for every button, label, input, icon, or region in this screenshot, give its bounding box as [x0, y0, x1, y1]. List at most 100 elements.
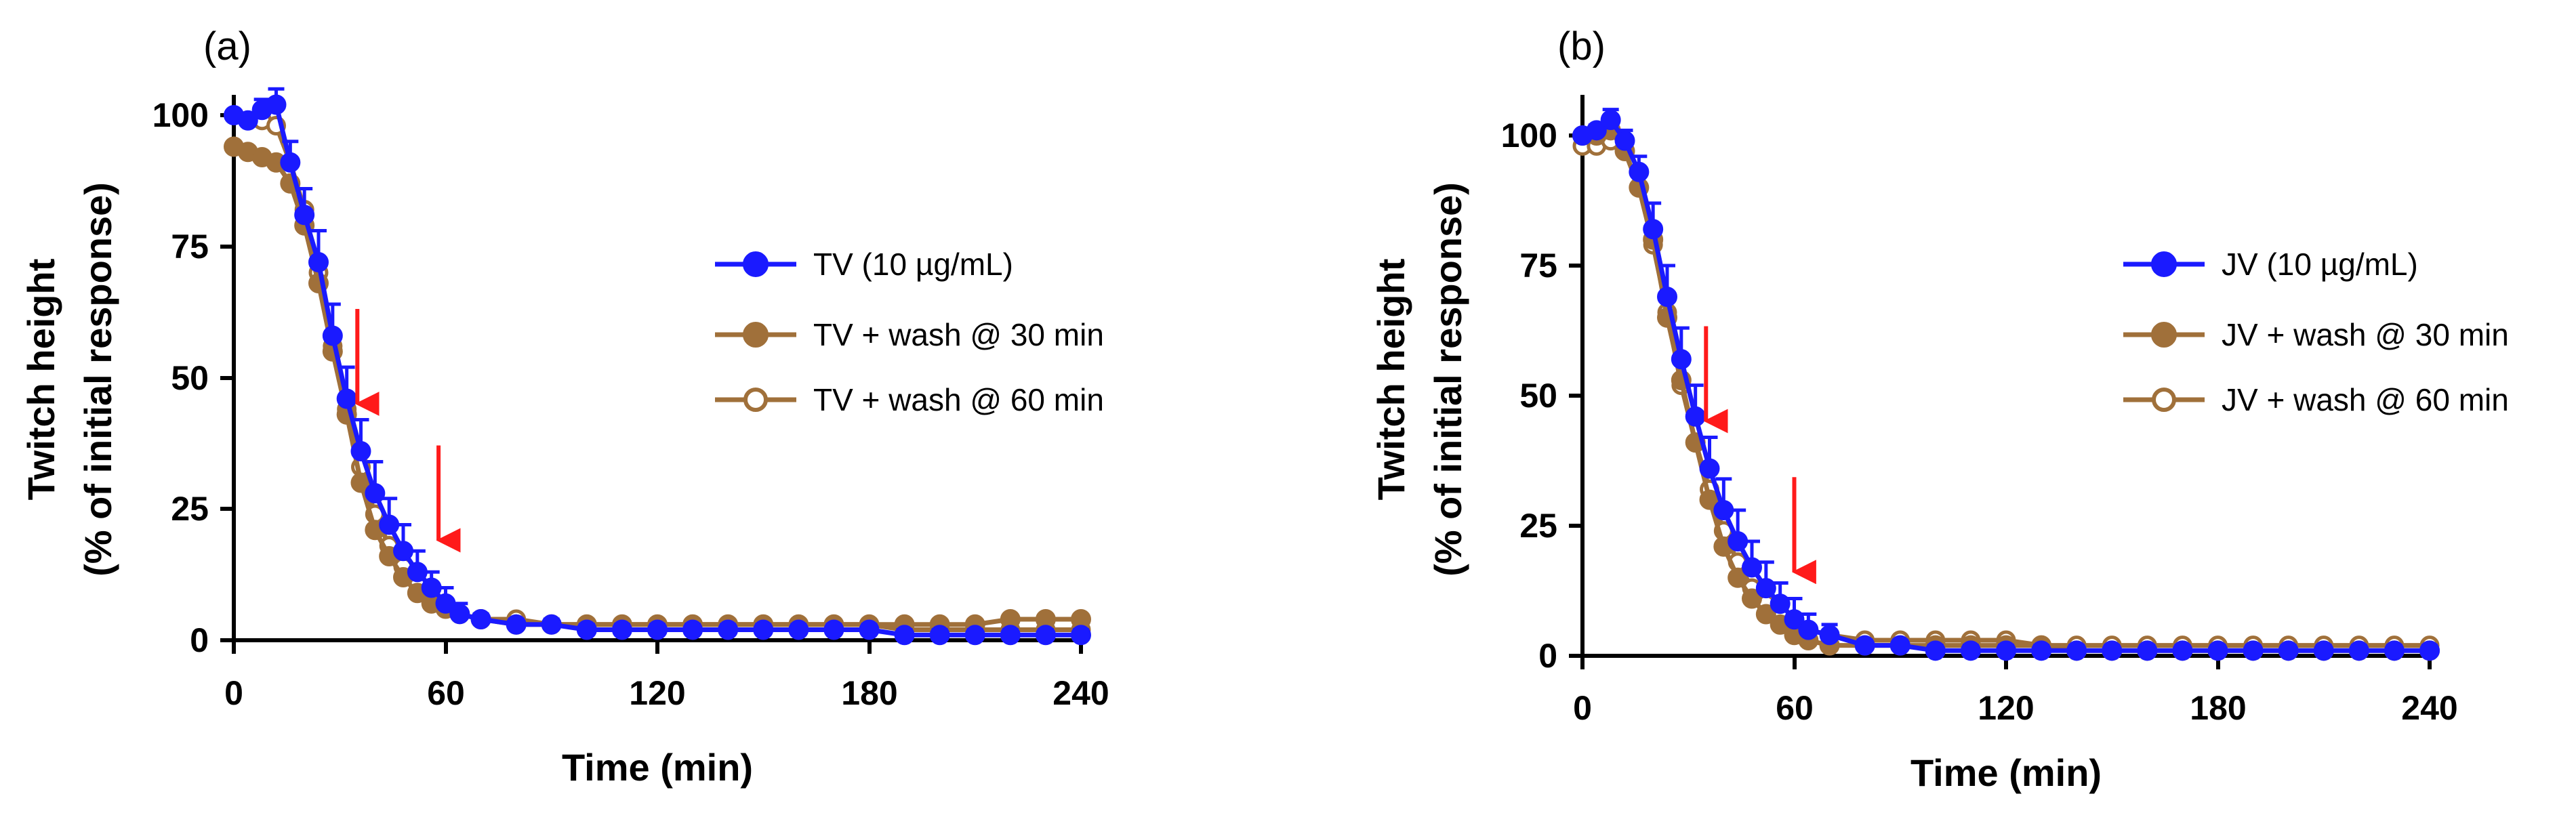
panel-b-ylabel: Twitch height (% of initial response): [1370, 182, 1469, 577]
panel-a-series-1-point: [266, 94, 287, 115]
panel-b-legend-label-1: JV (10 µg/mL): [2222, 247, 2418, 282]
panel-a-legend-label-3: TV + wash @ 60 min: [813, 382, 1104, 417]
panel-b-series-1-point: [1657, 287, 1677, 308]
panel-b-series-1-point: [1742, 557, 1762, 578]
panel-a-legend-label-2: TV + wash @ 30 min: [813, 317, 1104, 352]
panel-b-y-ticks: 0 25 50 75 100: [1501, 117, 1582, 675]
panel-b-series-1-point: [1854, 635, 1875, 656]
panel-a-series-1-point: [470, 609, 491, 629]
panel-a-plot-area: [224, 87, 1091, 646]
panel-a-xtick-label-240: 240: [1052, 674, 1109, 712]
panel-a-series-1-point: [421, 577, 442, 598]
panel-b-series-1-point: [1798, 619, 1819, 640]
panel-b-plot-area: [1572, 108, 2440, 661]
panel-a-xtick-label-120: 120: [629, 674, 685, 712]
panel-a-legend-label-1: TV (10 µg/mL): [813, 247, 1013, 282]
panel-a-series-1-point: [682, 619, 703, 640]
panel-b-legend: JV (10 µg/mL) JV + wash @ 30 min JV + wa…: [2123, 247, 2509, 417]
panel-b-legend-label-2: JV + wash @ 30 min: [2222, 317, 2509, 352]
panel-b-xtick-label-180: 180: [2190, 689, 2246, 727]
panel-a-legend-marker-1: [743, 251, 769, 277]
panel-a-label: (a): [203, 24, 251, 68]
panel-a-series-1-point: [576, 619, 597, 640]
panel-b-series-1-point: [2102, 640, 2123, 661]
panel-a-series-1-point: [894, 625, 915, 646]
panel-a-series-1-point: [280, 152, 301, 173]
panel-b-series-2-point: [1742, 588, 1762, 609]
panel-b-series-1-point: [1685, 406, 1706, 427]
panel-a-series-1-point: [435, 593, 456, 614]
panel-a-series-1-point: [647, 619, 668, 640]
panel-b-ytick-label-100: 100: [1501, 117, 1557, 154]
panel-a-series-1-point: [350, 441, 371, 461]
panel-b-series-1-point: [1586, 120, 1607, 141]
panel-b-series-1-point: [2384, 640, 2405, 661]
panel-b-series-1-point: [2313, 640, 2334, 661]
panel-b-series-1-point: [2031, 640, 2052, 661]
panel-a-ylabel-line2: (% of initial response): [77, 182, 119, 577]
panel-b-ylabel-line1: Twitch height: [1370, 259, 1412, 501]
panel-a-series-1-point: [336, 388, 357, 409]
panel-b-series-1-point: [1889, 635, 1910, 656]
panel-b-series-1-point: [2278, 640, 2299, 661]
panel-b-series-2-point: [1755, 604, 1776, 625]
panel-b-series-1-point: [1727, 531, 1749, 552]
panel-b-xlabel: Time (min): [1910, 751, 2102, 794]
panel-a-legend-marker-3: [743, 388, 768, 412]
panel-a-series-1-point: [929, 625, 950, 646]
panel-a-ytick-label-100: 100: [152, 96, 209, 134]
panel-b-series-1-point: [2207, 640, 2228, 661]
panel-a-series-1-point: [823, 619, 844, 640]
panel-b-series-1-point: [1600, 109, 1621, 130]
panel-a-series-1-point: [308, 252, 329, 272]
panel-a-series-3-line: [232, 112, 1081, 632]
panel-a-series-1-point: [718, 619, 739, 640]
panel-a-xlabel: Time (min): [562, 746, 753, 789]
panel-b-series-1: [1572, 108, 2440, 661]
panel-b-series-1-point: [2419, 640, 2440, 661]
panel-a-series-1-point: [859, 619, 880, 640]
panel-b-series-1-point: [1819, 625, 1840, 646]
panel-b-series-1-point: [1755, 578, 1776, 599]
panel-a-legend-item-1: TV (10 µg/mL): [715, 247, 1013, 282]
panel-b-legend-item-2: JV + wash @ 30 min: [2123, 317, 2509, 352]
panel-a-ytick-label-25: 25: [171, 490, 209, 528]
panel-a-series-1-line: [232, 102, 1081, 638]
panel-a-xtick-label-0: 0: [224, 674, 243, 712]
panel-b-label: (b): [1557, 24, 1606, 68]
panel-b-xtick-label-240: 240: [2401, 689, 2457, 727]
panel-b-series-1-point: [2066, 640, 2087, 661]
panel-b-legend-item-1: JV (10 µg/mL): [2123, 247, 2418, 282]
panel-a-series-1-point: [1035, 625, 1056, 646]
panel-b-series-1-point: [1699, 458, 1720, 479]
panel-a-xtick-label-180: 180: [841, 674, 897, 712]
panel-b-series-1-point: [1770, 593, 1791, 614]
panel-b-xtick-label-60: 60: [1776, 689, 1814, 727]
panel-b-series-1-point: [1996, 640, 2016, 661]
panel-b-series-1-point: [1784, 609, 1805, 630]
panel-b-series-1-point: [1925, 640, 1946, 661]
panel-a-series-1-point: [1000, 625, 1021, 646]
panel-b-series-1-point: [1713, 499, 1734, 520]
panel-a-legend-item-2: TV + wash @ 30 min: [715, 317, 1104, 352]
panel-a-series-1-point: [407, 562, 428, 583]
panel-b-legend-marker-1: [2151, 251, 2177, 277]
panel-b-series-1-point: [1643, 219, 1664, 240]
panel-b-ytick-label-25: 25: [1519, 507, 1557, 545]
panel-b-series-1-point: [2348, 640, 2369, 661]
panel-a-series-1-point: [449, 604, 470, 625]
panel-a-series-3: [224, 105, 1091, 640]
panel-a-legend: TV (10 µg/mL) TV + wash @ 30 min TV + wa…: [715, 247, 1104, 417]
panel-b-xtick-label-0: 0: [1573, 689, 1592, 727]
panel-b-series-1-point: [2172, 640, 2193, 661]
panel-a-series-1-point: [541, 614, 562, 635]
panel-b-legend-item-3: JV + wash @ 60 min: [2123, 382, 2509, 417]
panel-a-series-1-point: [393, 541, 413, 562]
panel-b-ytick-label-75: 75: [1519, 247, 1557, 285]
panel-b-series-1-point: [1960, 640, 1981, 661]
panel-a-series-1-point: [1071, 625, 1091, 646]
panel-a-series-1: [224, 87, 1091, 646]
panel-a-ylabel: Twitch height (% of initial response): [20, 182, 119, 577]
panel-b-legend-marker-3: [2152, 388, 2176, 412]
